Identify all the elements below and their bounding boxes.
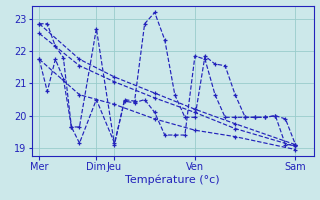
X-axis label: Température (°c): Température (°c)	[125, 174, 220, 185]
